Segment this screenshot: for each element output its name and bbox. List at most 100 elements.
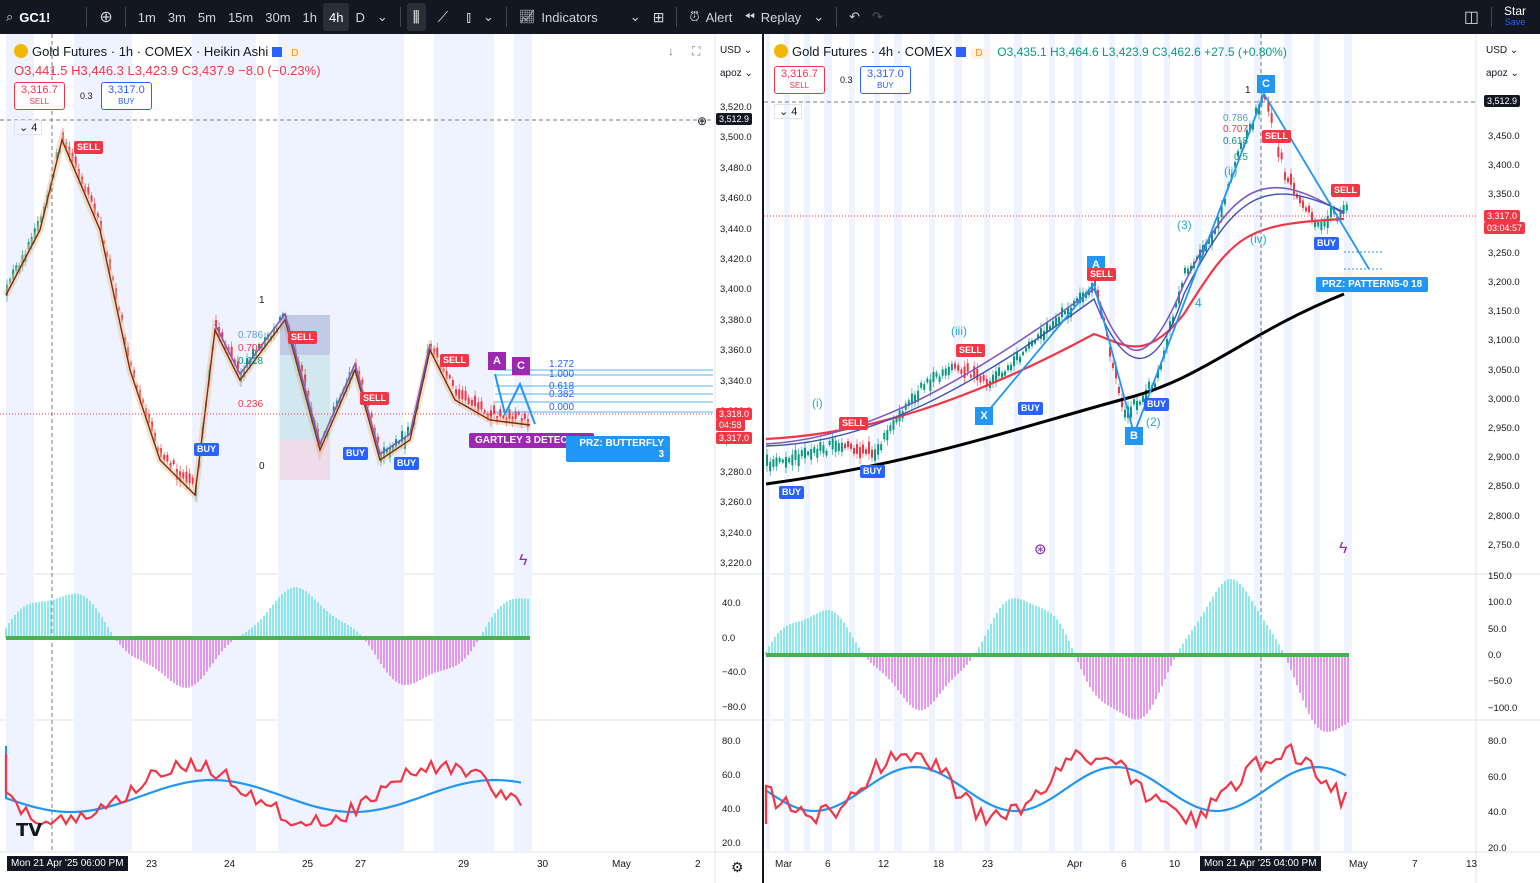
axis-tick-label: 3,280.0	[720, 466, 752, 478]
currency-select[interactable]: USD ⌄	[1486, 45, 1519, 56]
buy-signal: BUY	[1018, 402, 1044, 415]
pattern-point-a: A	[488, 352, 506, 370]
right-chart-pane[interactable]: Gold Futures · 4h · COMEX D O3,435.1 H3,4…	[764, 34, 1540, 883]
axis-tick-label: 25	[302, 859, 314, 870]
candle-body	[1112, 363, 1114, 368]
interval-4h[interactable]: 4h	[323, 3, 350, 31]
session-band	[784, 34, 790, 852]
axis-tick-label: 13	[1466, 859, 1478, 870]
candle-body	[794, 449, 797, 461]
buy-button[interactable]: 3,317.0 BUY	[860, 66, 911, 94]
axis-tick-label: 3,260.0	[720, 497, 752, 509]
settings-gear-icon[interactable]: ⚙	[731, 859, 744, 875]
candle-body	[191, 477, 194, 485]
interval-1m[interactable]: 1m	[137, 9, 156, 25]
axis-tick-label: 40.0	[722, 598, 741, 609]
interval-1h[interactable]: 1h	[302, 9, 317, 25]
candle-body	[874, 449, 876, 461]
sell-price: 3,316.7	[781, 68, 818, 80]
layout-button[interactable]: ◫	[1458, 0, 1485, 34]
close-value: C3,437.9	[181, 63, 235, 78]
wave-label: (i)	[812, 396, 823, 410]
candle-body	[960, 369, 963, 374]
forward-circle-icon[interactable]: ⊛	[1034, 541, 1047, 558]
alert-button[interactable]: ⏰︎ Alert	[683, 0, 738, 34]
axis-tick-label: 2,900.0	[1488, 452, 1520, 464]
session-band	[1254, 34, 1262, 852]
axis-tick-label: 100.0	[1488, 597, 1512, 609]
candle-body	[969, 374, 972, 378]
indicators-dropdown[interactable]: ⌄	[624, 0, 647, 34]
candle-body	[1252, 123, 1254, 130]
candle-body	[995, 371, 997, 382]
buy-button[interactable]: 3,317.0 BUY	[101, 82, 152, 110]
indicator-count: 4	[791, 106, 798, 118]
axis-tick-label: 40.0	[1488, 807, 1507, 818]
candle-body	[74, 156, 77, 168]
add-crosshair-icon[interactable]: ⊕	[697, 114, 708, 128]
left-chart-pane[interactable]: Gold Futures · 1h · COMEX · Heikin Ashi D…	[0, 34, 764, 883]
axis-tick-label: 40.0	[722, 804, 741, 815]
interval-5m[interactable]: 5m	[197, 9, 216, 25]
candle-body	[480, 401, 483, 410]
line-chart-button[interactable]: ⟋	[432, 0, 455, 34]
axis-tick-label: 3,050.0	[1488, 364, 1520, 376]
candle-body	[490, 410, 492, 422]
countdown-tag: 03:04:57	[1484, 222, 1526, 234]
candle-body	[361, 379, 364, 385]
wave-label: (iv)	[1250, 232, 1267, 246]
right-chart-canvas[interactable]	[764, 34, 1540, 883]
interval-15m[interactable]: 15m	[227, 9, 254, 25]
ma-line	[765, 187, 1345, 445]
candle-body	[1264, 95, 1266, 100]
session-band	[874, 34, 880, 852]
indicators-collapse[interactable]: ⌄ 4	[14, 120, 43, 135]
templates-button[interactable]: ⊞	[647, 0, 671, 34]
candle-body	[258, 344, 260, 348]
compare-button[interactable]: ⊕	[93, 0, 118, 34]
interval-dropdown[interactable]: ⌄	[371, 0, 394, 34]
scale-select[interactable]: apoz ⌄	[720, 68, 753, 79]
interval-3m[interactable]: 3m	[167, 9, 186, 25]
currency-select[interactable]: USD ⌄	[720, 45, 753, 56]
axis-tick-label: Mar	[775, 859, 793, 870]
candle-body	[837, 443, 840, 452]
undo-button[interactable]: ↶	[843, 0, 866, 34]
plus-circle-icon: ⊕	[99, 9, 113, 26]
save-button[interactable]: Star Save	[1498, 0, 1540, 34]
maximize-icon[interactable]: ⛶	[692, 44, 701, 58]
candle-body	[1208, 238, 1210, 244]
scale-select[interactable]: apoz ⌄	[1486, 68, 1519, 79]
indicators-collapse[interactable]: ⌄ 4	[774, 104, 803, 119]
butterfly-prz-label: PRZ: BUTTERFLY 3	[566, 436, 670, 462]
replay-dropdown[interactable]: ⌄	[807, 0, 830, 34]
redo-button[interactable]: ↷	[866, 0, 889, 34]
candle-body	[868, 441, 870, 454]
layout-split-icon: ◫	[1463, 9, 1479, 26]
left-ohlc: O3,441.5 H3,446.3 L3,423.9 C3,437.9 −8.0…	[14, 63, 321, 78]
candle-body	[1184, 267, 1186, 274]
sell-button[interactable]: 3,316.7 SELL	[14, 82, 65, 110]
candles-button[interactable]: ⫼	[406, 3, 426, 31]
bar-type-button[interactable]: ⫾	[460, 0, 477, 34]
candle-body	[279, 317, 281, 321]
interval-30m[interactable]: 30m	[265, 9, 291, 25]
candle-body	[1314, 220, 1316, 228]
replay-button[interactable]: ⏪︎ Replay	[738, 0, 807, 34]
lightning-icon[interactable]: ϟ	[1339, 540, 1348, 557]
axis-tick-label: 3,500.0	[720, 132, 752, 144]
candle-body	[944, 368, 947, 376]
chart-type-dropdown[interactable]: ⌄	[477, 0, 500, 34]
interval-d[interactable]: D	[355, 9, 365, 25]
symbol-search[interactable]: ⌕ GC1!	[0, 0, 56, 34]
candle-body	[474, 395, 477, 407]
lightning-icon[interactable]: ϟ	[519, 552, 528, 569]
axis-tick-label: 3,400.0	[720, 284, 752, 296]
moving-average-line	[5, 137, 531, 497]
candle-body	[188, 473, 191, 484]
candle-body	[1046, 322, 1048, 333]
sell-button[interactable]: 3,316.7 SELL	[774, 66, 825, 94]
indicators-button[interactable]: 📈︎ Indicators	[513, 0, 604, 34]
scroll-down-icon[interactable]: ↓	[668, 44, 674, 58]
candle-body	[1305, 207, 1307, 212]
